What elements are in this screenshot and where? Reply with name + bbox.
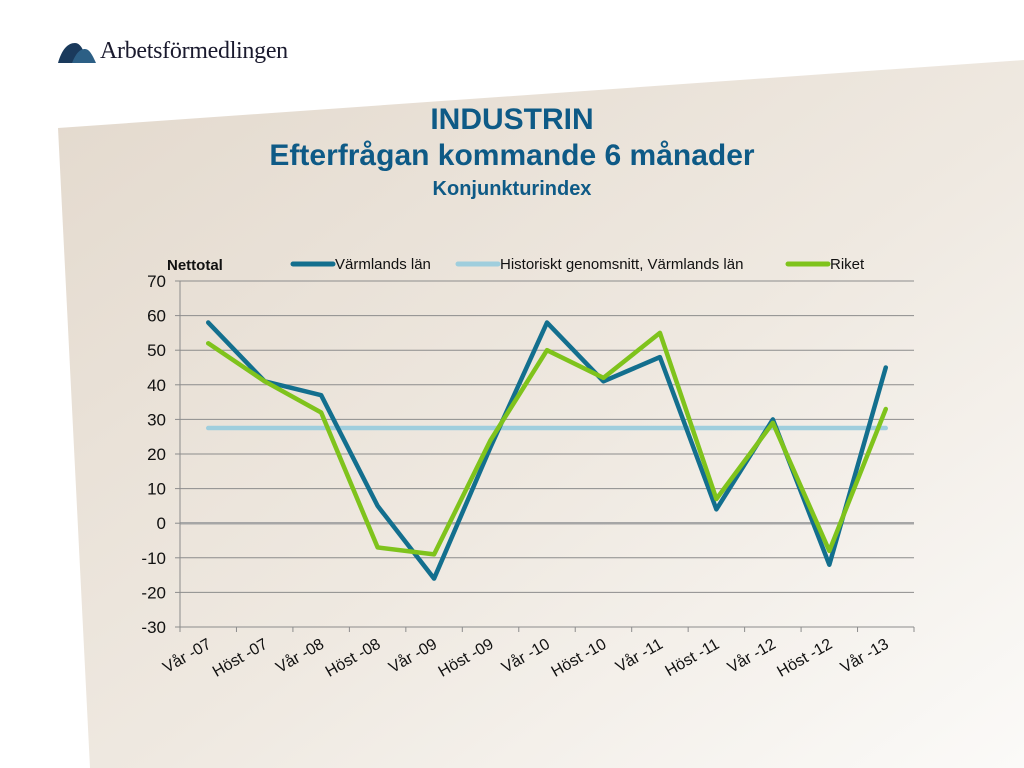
x-tick-label: Höst -09 <box>436 636 497 681</box>
slide-subsubtitle: Konjunkturindex <box>432 178 592 200</box>
legend-label: Värmlands län <box>335 256 431 273</box>
brand-logo: Arbetsförmedlingen <box>58 38 288 65</box>
brand-logo-icon <box>58 42 96 63</box>
y-tick-label: 30 <box>147 410 166 429</box>
x-tick-label: Vår -12 <box>724 635 779 677</box>
y-tick-label: 0 <box>157 514 166 533</box>
x-tick-label: Höst -07 <box>210 636 271 681</box>
y-tick-label: 50 <box>147 341 166 360</box>
y-tick-label: -30 <box>141 618 166 637</box>
x-tick-label: Höst -12 <box>774 636 835 681</box>
y-tick-label: 10 <box>147 480 166 499</box>
x-tick-label: Vår -10 <box>499 635 554 677</box>
x-tick-label: Vår -09 <box>386 635 441 677</box>
x-tick-label: Höst -11 <box>663 636 723 680</box>
brand-name: Arbetsförmedlingen <box>100 38 288 64</box>
x-tick-label: Vår -11 <box>613 635 666 676</box>
y-tick-label: 70 <box>147 272 166 291</box>
series-line-2 <box>205 330 889 557</box>
y-tick-label: 60 <box>147 307 166 326</box>
legend-label: Historiskt genomsnitt, Värmlands län <box>500 256 743 273</box>
y-tick-label: -10 <box>141 549 166 568</box>
y-tick-label: 20 <box>147 445 166 464</box>
y-tick-label: -20 <box>141 583 166 602</box>
slide-title-block: INDUSTRIN Efterfrågan kommande 6 månader… <box>0 102 1024 202</box>
x-tick-label: Vår -08 <box>273 635 328 677</box>
x-tick-label: Höst -08 <box>323 636 384 681</box>
x-tick-label: Vår -13 <box>837 635 892 677</box>
y-axis-label: Nettotal <box>167 257 223 274</box>
slide-title: INDUSTRIN <box>430 103 594 136</box>
x-tick-label: Vår -07 <box>160 635 215 677</box>
y-tick-label: 40 <box>147 376 166 395</box>
x-tick-label: Höst -10 <box>549 636 610 681</box>
slide-subtitle: Efterfrågan kommande 6 månader <box>269 139 755 172</box>
legend-label: Riket <box>830 256 865 273</box>
